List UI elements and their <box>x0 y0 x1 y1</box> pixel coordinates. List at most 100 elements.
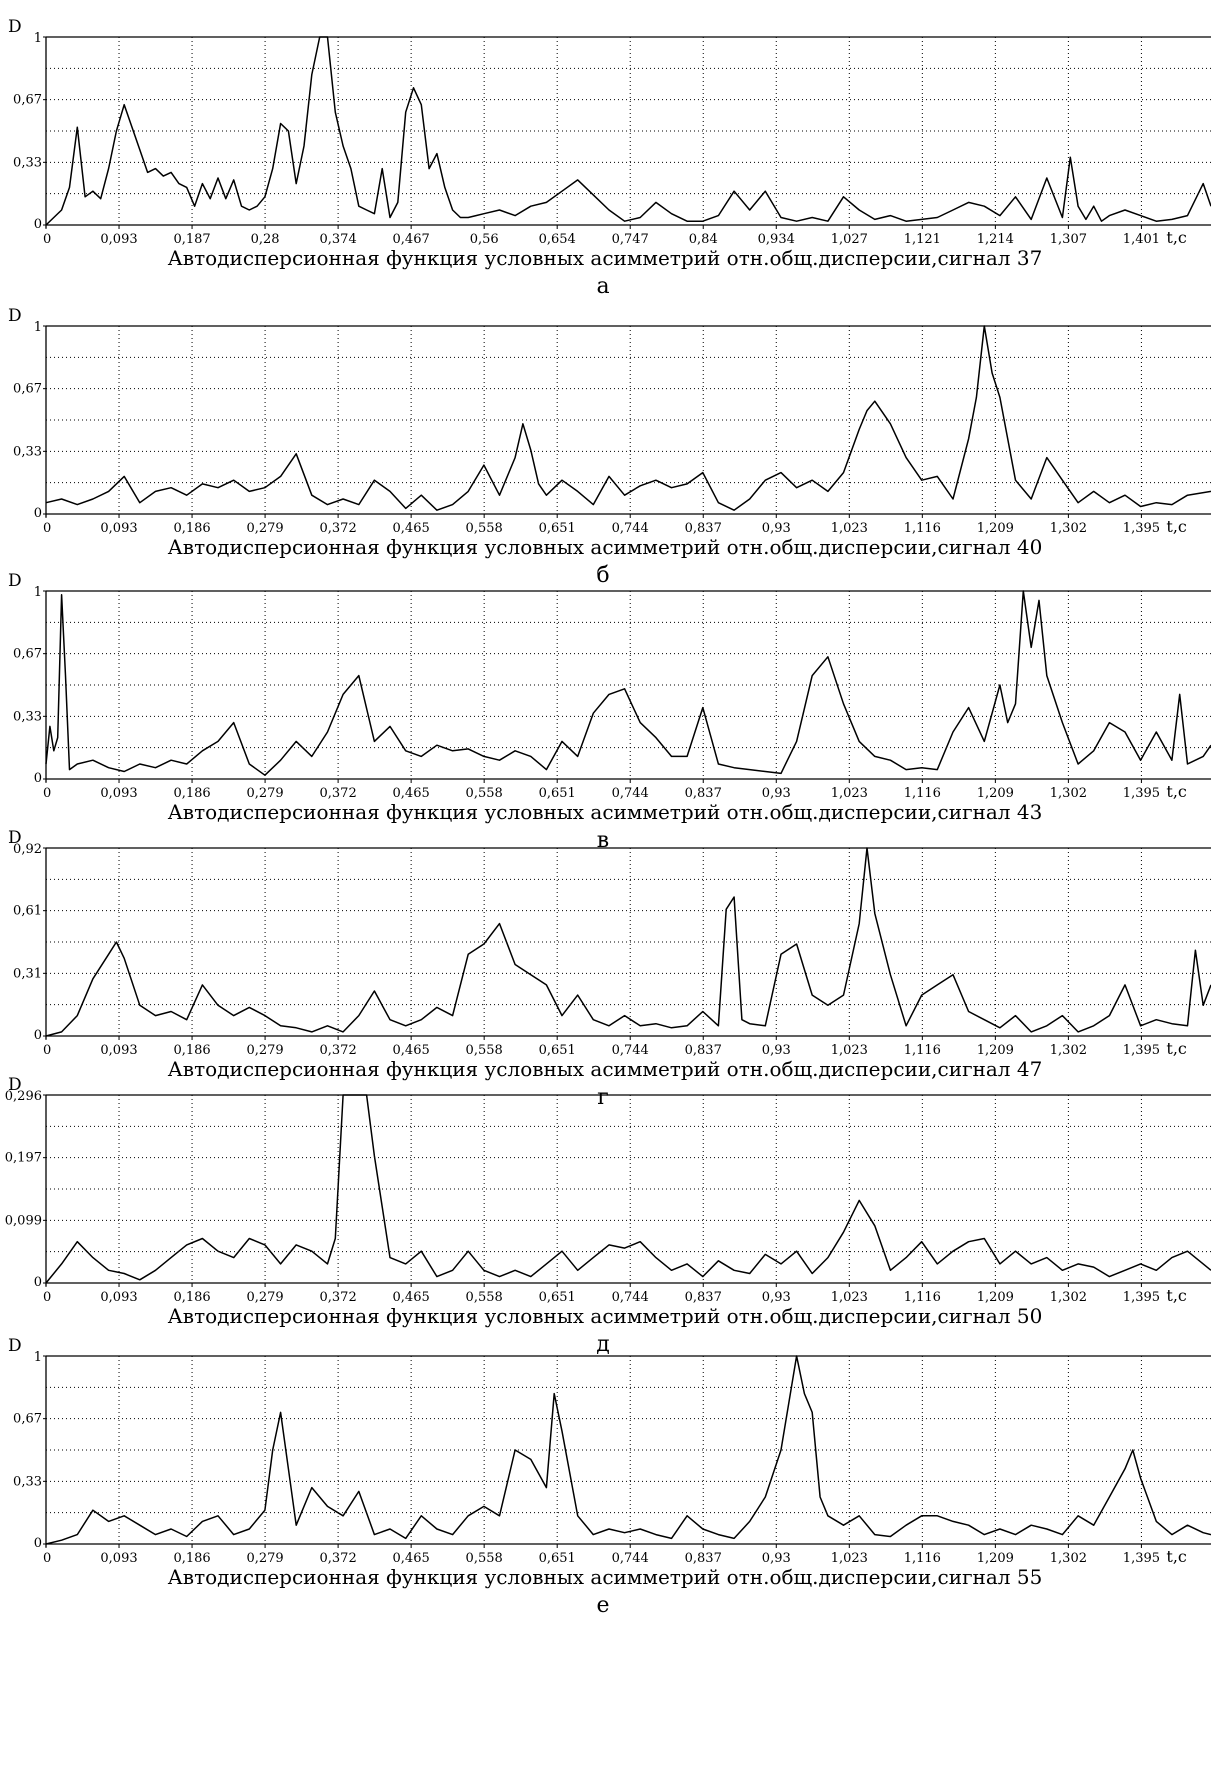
y-tick-label: 0 <box>34 771 42 786</box>
y-tick-label: 0,67 <box>13 382 42 397</box>
x-tick-label: 1,395 <box>1123 521 1160 536</box>
chart-panel: 0 0,31 0,61 0,92 0 0,093 0,186 0,279 0,372 0,465 0… <box>8 828 1211 1110</box>
x-tick-label: 1,302 <box>1050 786 1087 801</box>
x-axis-label: t,c <box>1166 517 1187 536</box>
x-tick-label: 1,209 <box>977 1043 1014 1058</box>
x-tick-label: 0,651 <box>539 786 576 801</box>
x-axis-label: t,c <box>1166 1547 1187 1566</box>
x-tick-label: 0,186 <box>173 1290 210 1305</box>
x-tick-label: 0,372 <box>320 521 357 536</box>
x-tick-label: 1,307 <box>1050 232 1087 247</box>
y-axis-label: D <box>8 17 22 37</box>
x-tick-label: 1,209 <box>977 521 1014 536</box>
y-tick-label: 0,099 <box>5 1213 42 1228</box>
x-tick-label: 0,279 <box>246 1043 283 1058</box>
x-tick-label: 0,654 <box>539 232 576 247</box>
y-axis-label: D <box>8 828 22 848</box>
chart-panel: 0 0,33 0,67 1 0 0,093 0,187 0,28 0,374 0,467 0,56 0… <box>8 17 1211 299</box>
x-tick-label: 1,395 <box>1123 1043 1160 1058</box>
x-tick-label: 0,279 <box>246 1551 283 1566</box>
x-axis-label: t,c <box>1166 228 1187 247</box>
x-tick-label: 0,093 <box>100 1043 137 1058</box>
x-tick-label: 1,116 <box>904 786 941 801</box>
panel-label: г <box>597 1085 609 1110</box>
x-tick-label: 0 <box>43 232 51 247</box>
y-tick-label: 0,33 <box>13 1474 42 1489</box>
y-tick-label: 0,197 <box>5 1151 42 1166</box>
y-tick-label: 0,33 <box>13 444 42 459</box>
x-tick-label: 0,465 <box>393 1551 430 1566</box>
y-tick-label: 0,92 <box>13 842 42 857</box>
y-tick-label: 0,67 <box>13 647 42 662</box>
y-tick-label: 1 <box>34 585 42 600</box>
x-tick-label: 0,465 <box>393 1290 430 1305</box>
x-tick-label: 0,28 <box>251 232 280 247</box>
chart-panel: 0 0,33 0,67 1 0 0,093 0,186 0,279 0,372 0,465 0,55… <box>8 571 1211 853</box>
x-axis-label: t,c <box>1166 782 1187 801</box>
x-tick-label: 0 <box>43 786 51 801</box>
x-tick-label: 1,302 <box>1050 1290 1087 1305</box>
x-tick-label: 0,93 <box>762 1551 791 1566</box>
x-tick-label: 0,186 <box>173 521 210 536</box>
x-tick-label: 0,279 <box>246 521 283 536</box>
x-tick-label: 0,93 <box>762 1043 791 1058</box>
x-tick-label: 0,279 <box>246 1290 283 1305</box>
chart-panel: 0 0,33 0,67 1 0 0,093 0,186 0,279 0,372 0,465 0,55… <box>8 1336 1211 1618</box>
panel-label: д <box>596 1332 610 1357</box>
x-tick-label: 1,023 <box>831 1551 868 1566</box>
x-tick-label: 0,093 <box>100 232 137 247</box>
x-tick-label: 0,744 <box>612 1290 649 1305</box>
y-axis-label: D <box>8 1336 22 1356</box>
x-tick-label: 1,302 <box>1050 1551 1087 1566</box>
series-line <box>45 1355 1211 1545</box>
x-tick-label: 0,651 <box>539 1043 576 1058</box>
x-tick-label: 1,023 <box>831 521 868 536</box>
y-tick-label: 0 <box>34 1275 42 1290</box>
x-tick-label: 1,395 <box>1123 1551 1160 1566</box>
y-tick-label: 0,31 <box>13 966 42 981</box>
panel-label: в <box>597 828 609 853</box>
x-tick-label: 0,186 <box>173 1043 210 1058</box>
x-tick-label: 1,023 <box>831 1043 868 1058</box>
x-tick-label: 0,651 <box>539 1290 576 1305</box>
x-tick-label: 0 <box>43 521 51 536</box>
y-axis-label: D <box>8 571 22 591</box>
x-tick-label: 0,093 <box>100 1551 137 1566</box>
x-tick-label: 0,372 <box>320 1290 357 1305</box>
x-tick-label: 0,374 <box>320 232 357 247</box>
chart-caption: Автодисперсионная функция условных асимм… <box>168 1304 1043 1328</box>
x-tick-label: 1,209 <box>977 786 1014 801</box>
chart-caption: Автодисперсионная функция условных асимм… <box>168 246 1043 270</box>
x-tick-label: 0,372 <box>320 1551 357 1566</box>
chart-caption: Автодисперсионная функция условных асимм… <box>168 1057 1043 1081</box>
x-tick-label: 0 <box>43 1551 51 1566</box>
x-tick-label: 0,465 <box>393 521 430 536</box>
x-tick-label: 1,023 <box>831 1290 868 1305</box>
x-tick-label: 0,467 <box>393 232 430 247</box>
y-tick-label: 0,296 <box>5 1089 42 1104</box>
x-tick-label: 0,837 <box>685 1551 722 1566</box>
x-tick-label: 0 <box>43 1290 51 1305</box>
y-tick-label: 0 <box>34 217 42 232</box>
chart-panel: 0 0,33 0,67 1 0 0,093 0,186 0,279 0,372 0,465 0,55… <box>8 306 1211 588</box>
x-tick-label: 0,187 <box>173 232 210 247</box>
series-line <box>45 590 1211 776</box>
x-tick-label: 0,372 <box>320 1043 357 1058</box>
x-tick-label: 1,302 <box>1050 521 1087 536</box>
x-tick-label: 0,744 <box>612 786 649 801</box>
y-tick-label: 0,67 <box>13 1412 42 1427</box>
x-tick-label: 0,186 <box>173 1551 210 1566</box>
x-tick-label: 0,93 <box>762 521 791 536</box>
x-tick-label: 0,465 <box>393 786 430 801</box>
chart-caption: Автодисперсионная функция условных асимм… <box>168 535 1043 559</box>
x-tick-label: 0,651 <box>539 521 576 536</box>
y-tick-label: 1 <box>34 31 42 46</box>
x-tick-label: 1,116 <box>904 1043 941 1058</box>
x-tick-label: 0,558 <box>466 1290 503 1305</box>
x-tick-label: 0,744 <box>612 1551 649 1566</box>
series-line <box>45 1094 1211 1284</box>
y-tick-label: 0,67 <box>13 93 42 108</box>
x-tick-label: 1,116 <box>904 521 941 536</box>
y-tick-label: 0,33 <box>13 709 42 724</box>
